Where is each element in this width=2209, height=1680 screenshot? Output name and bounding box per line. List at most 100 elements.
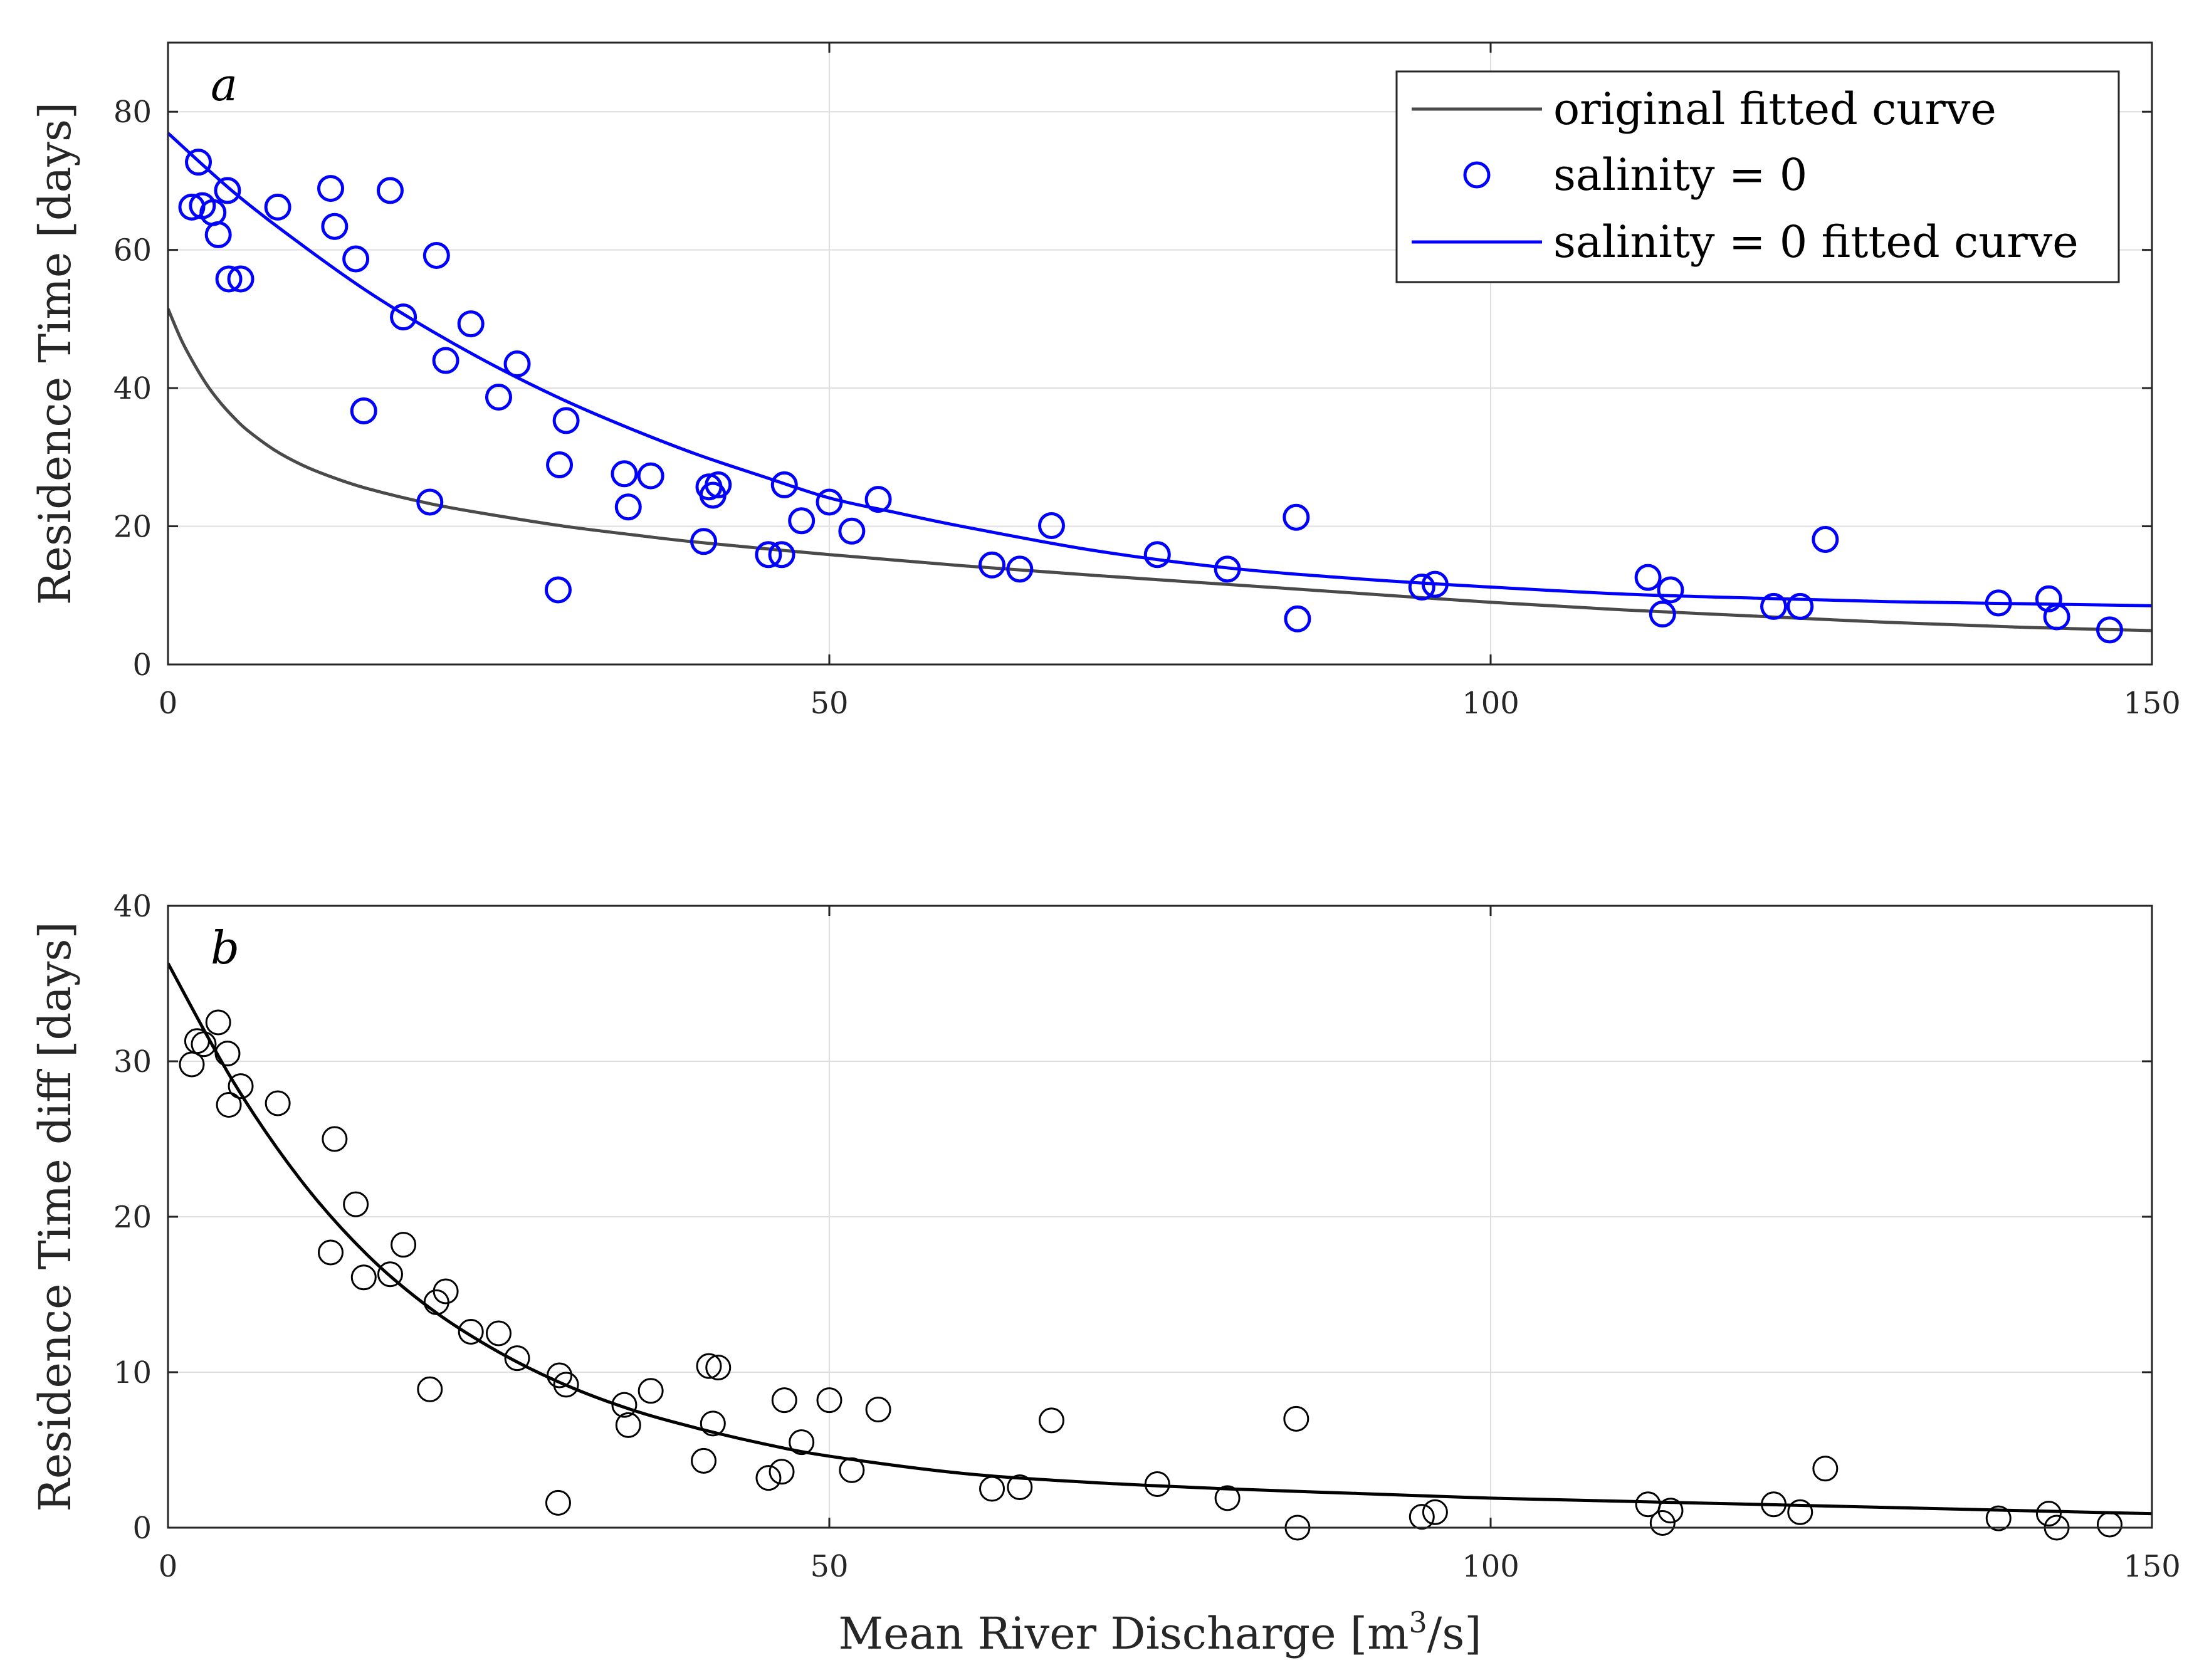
- b-point-difference-22: [553, 1372, 579, 1398]
- legend-label-salinity-0-fitted-curve: salinity = 0 fitted curve: [1553, 216, 2079, 268]
- b-point-difference-48: [1657, 1498, 1684, 1524]
- b-point-difference-27: [696, 1353, 722, 1379]
- b-point-difference-52: [1985, 1505, 2012, 1531]
- a-point-salinity-0-4: [204, 221, 232, 248]
- xlabel-superscript: 3: [1409, 1605, 1427, 1639]
- a-xtick-label-0: 0: [159, 686, 178, 721]
- b-point-difference-5: [216, 1091, 242, 1118]
- a-point-salinity-0-41: [1143, 541, 1171, 569]
- b-point-difference-16: [433, 1278, 459, 1305]
- b-ytick-label-0: 0: [132, 1511, 152, 1546]
- panel-a-ylabel: Residence Time [days]: [29, 102, 81, 605]
- a-point-salinity-0-25: [614, 493, 642, 521]
- panel-b-xlabel: Mean River Discharge [m3/s]: [838, 1605, 1481, 1659]
- a-point-salinity-0-34: [788, 507, 816, 535]
- b-ytick-label-20: 20: [113, 1200, 152, 1235]
- b-point-difference-13: [391, 1232, 417, 1258]
- b-point-difference-25: [638, 1378, 664, 1404]
- xlabel-prefix: Mean River Discharge [m: [838, 1608, 1409, 1659]
- legend-label-original-fitted-curve: original fitted curve: [1553, 83, 1996, 135]
- a-point-salinity-0-40: [1037, 512, 1065, 539]
- legend: original fitted curve salinity = 0 salin…: [1395, 70, 2120, 283]
- b-point-difference-36: [865, 1397, 891, 1423]
- a-point-salinity-0-5: [214, 177, 241, 204]
- panel-b-plot: [168, 962, 2152, 1541]
- a-point-salinity-0-12: [350, 397, 377, 424]
- a-point-salinity-0-43: [1283, 503, 1310, 531]
- a-point-salinity-0-37: [864, 486, 892, 513]
- b-point-difference-31: [769, 1459, 795, 1485]
- b-point-difference-24: [615, 1412, 641, 1438]
- b-point-difference-30: [755, 1465, 782, 1491]
- b-point-difference-10: [343, 1191, 369, 1217]
- a-point-salinity-0-22: [546, 451, 574, 478]
- a-point-salinity-0-39: [1006, 555, 1034, 583]
- b-point-difference-12: [377, 1261, 403, 1288]
- a-xtick-label-50: 50: [810, 686, 848, 721]
- a-point-salinity-0-45: [1408, 574, 1435, 601]
- a-line-salinity-0-fitted-curve: [168, 132, 2152, 607]
- b-point-difference-3: [205, 1009, 231, 1036]
- a-point-salinity-0-56: [2096, 616, 2123, 644]
- a-point-salinity-0-38: [979, 551, 1006, 579]
- panel-b-ticks: 0 50 100 150 0 10 20 30 40: [113, 889, 2181, 1584]
- b-point-difference-44: [1409, 1504, 1435, 1530]
- a-point-salinity-0-6: [215, 265, 243, 293]
- b-point-difference-38: [1007, 1474, 1033, 1501]
- b-xtick-label-0: 0: [159, 1549, 178, 1584]
- panel-a-ticks: 0 50 100 150 0 20 40 60 80: [113, 43, 2181, 721]
- a-point-salinity-0-47: [1634, 564, 1662, 591]
- a-point-salinity-0-16: [422, 241, 450, 269]
- b-point-difference-18: [486, 1320, 512, 1347]
- b-point-difference-47: [1649, 1510, 1676, 1536]
- a-ytick-label-20: 20: [113, 510, 152, 545]
- a-point-salinity-0-7: [227, 265, 254, 293]
- a-point-salinity-0-21: [544, 576, 572, 604]
- a-point-salinity-0-51: [1787, 592, 1814, 620]
- a-point-salinity-0-14: [390, 303, 417, 331]
- b-point-difference-26: [691, 1447, 717, 1474]
- b-ytick-label-40: 40: [113, 889, 152, 924]
- b-point-difference-34: [816, 1387, 842, 1414]
- a-ytick-label-60: 60: [113, 233, 152, 268]
- a-point-salinity-0-31: [755, 541, 782, 569]
- b-point-difference-19: [504, 1345, 530, 1372]
- a-xtick-label-150: 150: [2123, 686, 2181, 721]
- a-point-salinity-0-13: [376, 177, 404, 204]
- a-point-salinity-0-10: [321, 213, 349, 240]
- panel-a-plot: [168, 132, 2152, 644]
- a-point-salinity-0-9: [317, 175, 345, 202]
- a-point-salinity-0-48: [1649, 601, 1676, 628]
- panel-b: 0 50 100 150 0 10 20 30 40 b Residence Time diff…: [29, 889, 2181, 1659]
- a-point-salinity-0-26: [637, 462, 664, 490]
- a-point-salinity-0-1: [185, 149, 213, 176]
- a-point-salinity-0-27: [690, 528, 718, 555]
- b-ytick-label-30: 30: [113, 1044, 152, 1079]
- b-point-difference-51: [1812, 1456, 1839, 1482]
- b-line-fitted-curve: [168, 962, 2152, 1516]
- b-point-difference-17: [458, 1319, 484, 1345]
- b-point-difference-11: [350, 1264, 377, 1291]
- a-point-salinity-0-30: [705, 471, 732, 498]
- legend-label-salinity-0: salinity = 0: [1553, 149, 1807, 201]
- a-point-salinity-0-54: [2035, 585, 2062, 612]
- b-point-difference-14: [417, 1376, 443, 1402]
- a-xtick-label-100: 100: [1462, 686, 1519, 721]
- b-xtick-label-100: 100: [1462, 1549, 1519, 1584]
- b-xtick-label-50: 50: [810, 1549, 848, 1584]
- b-point-difference-28: [700, 1410, 726, 1437]
- a-point-salinity-0-36: [838, 517, 866, 545]
- b-point-difference-29: [705, 1355, 732, 1381]
- legend-swatch-salinity-0: [1463, 161, 1491, 189]
- b-point-difference-20: [545, 1489, 571, 1516]
- a-point-salinity-0-15: [416, 488, 444, 516]
- a-point-salinity-0-19: [485, 383, 512, 411]
- b-point-difference-7: [265, 1090, 291, 1116]
- panel-a-frame: [167, 41, 2153, 666]
- b-point-difference-9: [322, 1126, 348, 1152]
- a-point-salinity-0-49: [1657, 576, 1684, 604]
- a-ytick-label-40: 40: [113, 371, 152, 406]
- a-point-salinity-0-44: [1284, 605, 1311, 633]
- b-point-difference-6: [228, 1073, 254, 1100]
